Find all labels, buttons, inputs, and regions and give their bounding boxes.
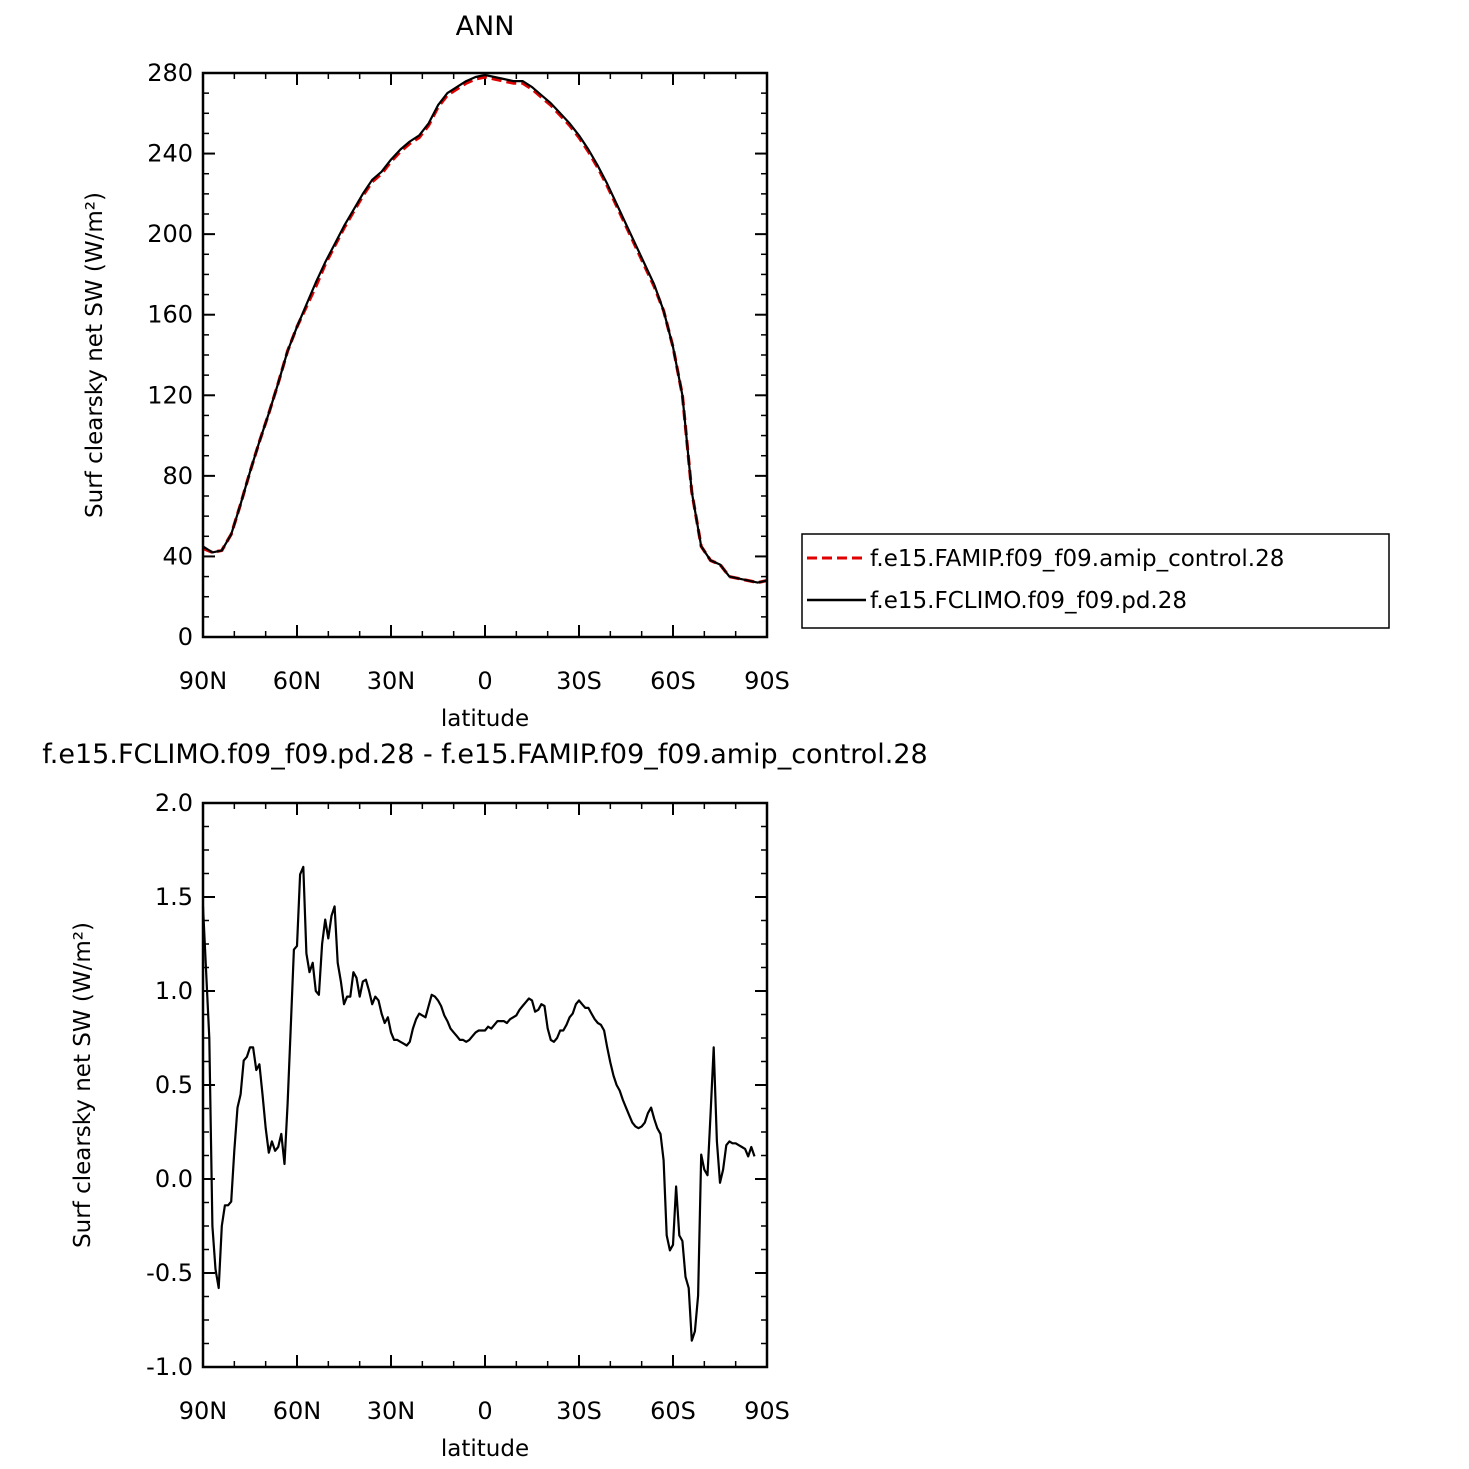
top-x-tick-label: 90S — [744, 667, 790, 695]
legend-label-fclimo: f.e15.FCLIMO.f09_f09.pd.28 — [870, 588, 1187, 614]
top-chart: ANN 0 40 80 120 160 200 240 280 90N 60N 30N 0 30S 60S… — [82, 11, 790, 732]
top-plot-frame — [201, 71, 769, 639]
bottom-x-tick-label: 90N — [179, 1397, 228, 1425]
top-x-tick-label: 90N — [179, 667, 228, 695]
bottom-chart-ticks: -1.0 -0.5 0.0 0.5 1.0 1.5 2.0 90N 60N 30N 0 30S 60S 9… — [146, 789, 790, 1425]
bottom-series-line-0 — [201, 865, 756, 1342]
bottom-chart: f.e15.FCLIMO.f09_f09.pd.28 - f.e15.FAMIP… — [42, 739, 927, 1462]
bottom-x-tick-label: 30N — [367, 1397, 416, 1425]
top-x-axis-label: latitude — [441, 706, 529, 732]
bottom-y-tick-label: 0.5 — [155, 1071, 193, 1099]
bottom-x-tick-label: 90S — [744, 1397, 790, 1425]
bottom-y-tick-label: 1.5 — [155, 883, 193, 911]
top-x-tick-label: 60S — [650, 667, 696, 695]
top-chart-series — [202, 73, 768, 585]
bottom-x-tick-label: 30S — [556, 1397, 602, 1425]
top-y-tick-label: 0 — [178, 623, 193, 651]
top-series-line-f-e15-fclimo-f09-f09-pd-28 — [202, 73, 768, 584]
legend: f.e15.FAMIP.f09_f09.amip_control.28 f.e1… — [801, 533, 1390, 629]
top-y-axis-label: Surf clearsky net SW (W/m²) — [82, 192, 108, 518]
top-y-tick-label: 160 — [147, 301, 193, 329]
bottom-y-tick-label: 1.0 — [155, 977, 193, 1005]
legend-label-famip: f.e15.FAMIP.f09_f09.amip_control.28 — [870, 546, 1284, 572]
bottom-y-tick-label: -0.5 — [146, 1259, 193, 1287]
top-y-tick-label: 240 — [147, 140, 193, 168]
top-series-line-f-e15-famip-f09-f09-amip-control-28 — [202, 75, 768, 585]
legend-box — [801, 533, 1390, 629]
bottom-y-tick-label: -1.0 — [146, 1353, 193, 1381]
top-y-tick-label: 200 — [147, 220, 193, 248]
top-y-tick-label: 40 — [162, 542, 193, 570]
top-y-tick-label: 280 — [147, 59, 193, 87]
top-y-tick-label: 120 — [147, 381, 193, 409]
top-y-tick-label: 80 — [162, 462, 193, 490]
top-x-tick-label: 30N — [367, 667, 416, 695]
top-x-tick-label: 30S — [556, 667, 602, 695]
top-chart-ticks: 0 40 80 120 160 200 240 280 90N 60N 30N 0 30S 60S 90S — [147, 59, 790, 695]
bottom-y-tick-label: 0.0 — [155, 1165, 193, 1193]
bottom-x-axis-label: latitude — [441, 1436, 529, 1462]
top-chart-title: ANN — [456, 11, 515, 42]
bottom-y-tick-label: 2.0 — [155, 789, 193, 817]
bottom-chart-title: f.e15.FCLIMO.f09_f09.pd.28 - f.e15.FAMIP… — [42, 739, 927, 770]
bottom-x-tick-label: 0 — [477, 1397, 492, 1425]
top-x-tick-label: 60N — [273, 667, 322, 695]
bottom-plot-frame — [201, 801, 769, 1369]
top-x-tick-label: 0 — [477, 667, 492, 695]
bottom-chart-series — [201, 865, 756, 1342]
bottom-x-tick-label: 60S — [650, 1397, 696, 1425]
bottom-x-tick-label: 60N — [273, 1397, 322, 1425]
bottom-y-axis-label: Surf clearsky net SW (W/m²) — [70, 922, 96, 1248]
